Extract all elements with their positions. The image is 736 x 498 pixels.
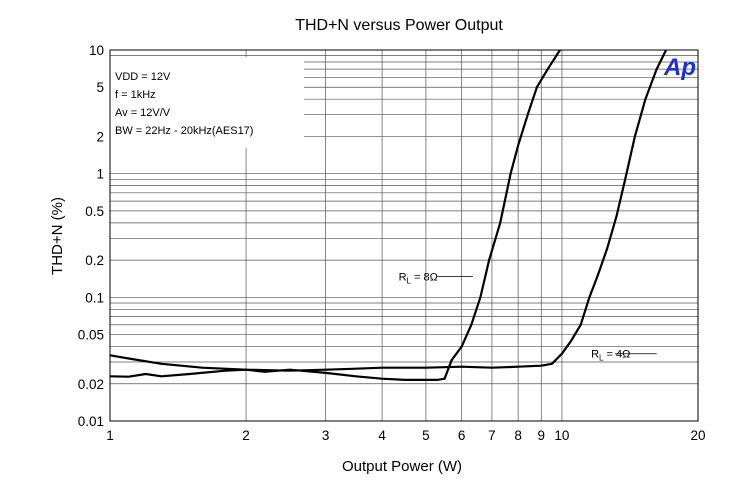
y-tick-label: 5 — [96, 80, 104, 95]
x-tick-label: 8 — [514, 428, 522, 443]
series-line — [109, 49, 561, 381]
annotation-line: VDD = 12V — [115, 71, 171, 83]
series-label: RL = 8Ω — [399, 272, 438, 286]
x-tick-label: 4 — [378, 428, 386, 443]
y-tick-label: 0.01 — [78, 414, 104, 429]
x-tick-label: 10 — [554, 428, 569, 443]
chart-title: THD+N versus Power Output — [295, 17, 503, 34]
y-tick-label: 0.02 — [78, 377, 104, 392]
annotation-box — [110, 57, 304, 148]
x-tick-label: 3 — [322, 428, 330, 443]
x-tick-labels: 1 2 3 4 5 6 7 8 9 10 20 — [106, 428, 705, 443]
x-tick-label: 1 — [106, 428, 114, 443]
x-tick-label: 9 — [538, 428, 546, 443]
y-tick-label: 0.5 — [85, 204, 104, 219]
series-label: RL = 4Ω — [591, 349, 630, 363]
plot-frame — [109, 49, 699, 422]
y-axis-label: THD+N (%) — [49, 197, 66, 275]
x-tick-label: 5 — [422, 428, 430, 443]
y-tick-label: 10 — [89, 43, 104, 58]
x-tick-label: 6 — [458, 428, 466, 443]
annotation-line: f = 1kHz — [115, 89, 156, 101]
x-axis-label: Output Power (W) — [342, 458, 462, 475]
annotation-line: Av = 12V/V — [115, 107, 171, 119]
y-tick-label: 0.2 — [85, 253, 104, 268]
ap-logo: Ap — [663, 54, 696, 81]
x-tick-label: 20 — [690, 428, 705, 443]
y-tick-label: 1 — [96, 167, 104, 182]
annotation-line: BW = 22Hz - 20kHz(AES17) — [115, 125, 253, 137]
x-tick-label: 2 — [242, 428, 250, 443]
data-series: RL = 8Ω RL = 4Ω — [109, 49, 668, 381]
x-tick-label: 7 — [488, 428, 496, 443]
y-tick-label: 2 — [96, 129, 104, 144]
y-tick-label: 0.05 — [78, 328, 104, 343]
y-tick-labels: 0.01 0.02 0.05 0.1 0.2 0.5 1 2 5 10 — [78, 43, 104, 429]
annotation-text: VDD = 12V f = 1kHz Av = 12V/V BW = 22Hz … — [115, 71, 253, 137]
plot-area — [109, 49, 699, 422]
series-line — [109, 49, 668, 372]
y-tick-label: 0.1 — [85, 290, 104, 305]
